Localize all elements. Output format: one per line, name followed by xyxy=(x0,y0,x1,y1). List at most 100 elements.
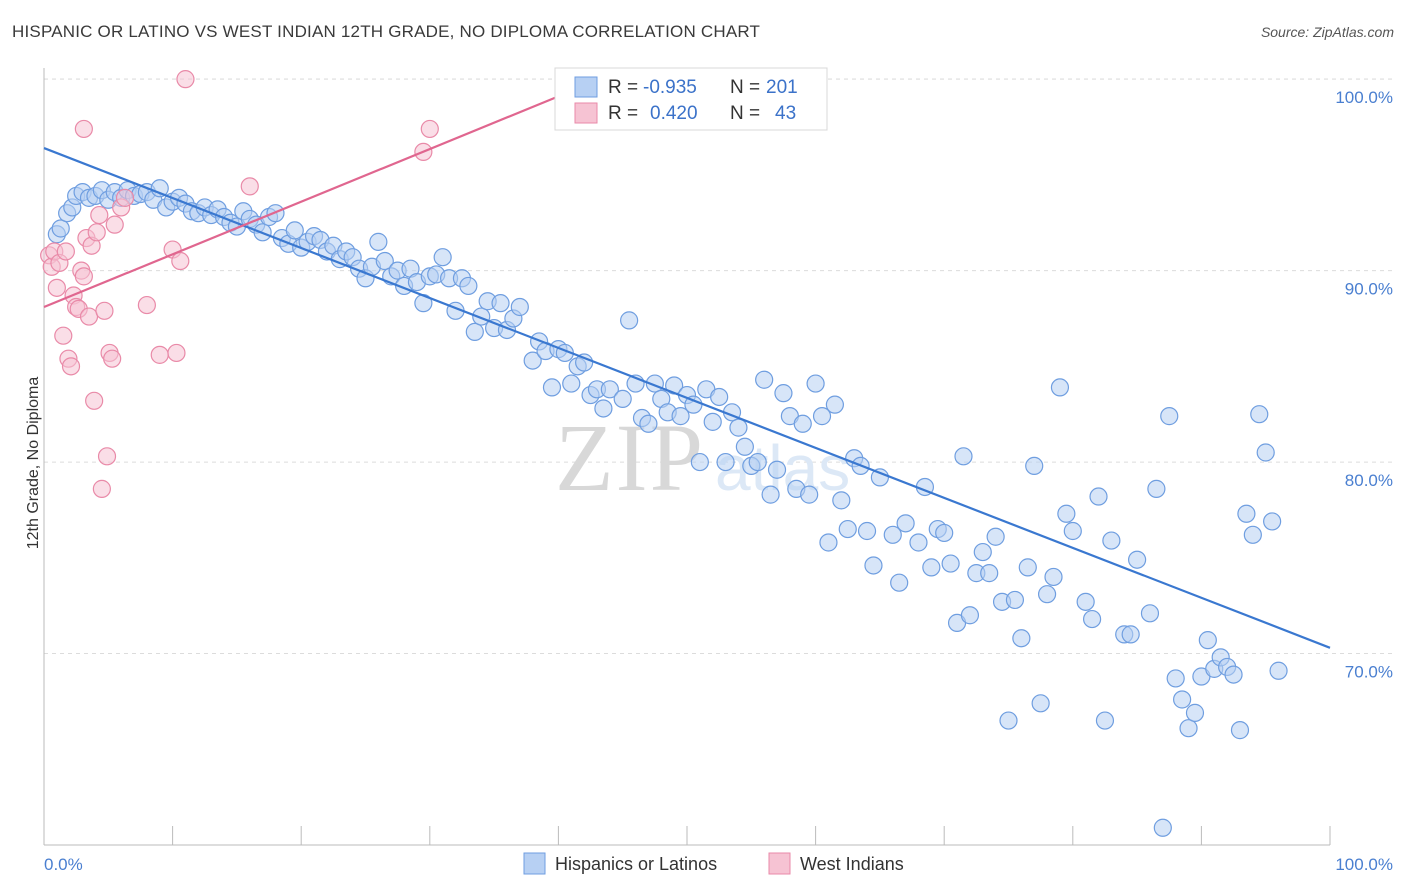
data-point-hispanic xyxy=(1063,521,1082,541)
data-point-hispanic xyxy=(523,351,542,370)
data-point-hispanic xyxy=(857,521,877,541)
data-point-westindian xyxy=(115,188,135,207)
data-point-hispanic xyxy=(1224,665,1243,684)
data-point-hispanic xyxy=(909,533,928,552)
data-point-hispanic xyxy=(999,711,1018,730)
data-point-westindian xyxy=(95,301,114,320)
data-point-hispanic xyxy=(1082,609,1102,629)
data-point-hispanic xyxy=(896,514,915,533)
y-tick-labels: 70.0% 80.0% 90.0% 100.0% xyxy=(1335,88,1393,681)
data-point-hispanic xyxy=(729,418,748,437)
data-point-hispanic xyxy=(1263,512,1282,531)
data-point-hispanic xyxy=(1147,479,1166,498)
data-point-hispanic xyxy=(1025,456,1044,476)
legend-n-value-2: 43 xyxy=(775,103,796,124)
data-point-hispanic xyxy=(594,399,613,418)
data-point-westindian xyxy=(85,391,104,410)
data-point-hispanic xyxy=(1173,690,1192,709)
data-point-hispanic xyxy=(1057,504,1076,523)
data-point-hispanic xyxy=(832,491,851,510)
data-point-westindian xyxy=(74,267,93,286)
data-point-westindian xyxy=(150,345,169,364)
data-point-hispanic xyxy=(1269,661,1288,680)
data-point-hispanic xyxy=(542,378,562,397)
trend-lines xyxy=(43,95,1331,649)
data-point-hispanic xyxy=(922,558,941,577)
data-point-hispanic xyxy=(1044,567,1063,587)
y-tick-label: 80.0% xyxy=(1345,471,1393,490)
data-point-hispanic xyxy=(639,414,658,433)
data-point-hispanic xyxy=(1166,669,1185,688)
data-point-hispanic xyxy=(690,452,709,472)
data-point-hispanic xyxy=(285,221,304,240)
data-point-hispanic xyxy=(767,460,787,479)
data-point-westindian xyxy=(105,215,124,234)
data-point-hispanic xyxy=(459,276,478,296)
bottom-legend-swatch-pink xyxy=(768,852,791,875)
data-point-hispanic xyxy=(369,232,388,251)
legend-box: R = -0.935 N = 201 R = 0.420 N = 43 xyxy=(554,67,828,131)
trend-line-hispanic xyxy=(43,147,1331,649)
data-point-hispanic xyxy=(1037,585,1057,604)
data-point-hispanic xyxy=(51,219,70,238)
data-point-westindian xyxy=(61,357,81,376)
data-point-hispanic xyxy=(1160,407,1179,426)
data-point-hispanic xyxy=(812,407,832,426)
y-tick-label: 90.0% xyxy=(1345,280,1393,299)
data-point-hispanic xyxy=(960,606,980,625)
data-point-hispanic xyxy=(793,414,812,433)
legend-r-label-2: R = xyxy=(608,103,638,124)
data-point-hispanic xyxy=(1102,531,1121,550)
x-tick-label-max: 100.0% xyxy=(1335,855,1393,874)
legend-r-value-1: -0.935 xyxy=(643,77,697,98)
data-point-westindian xyxy=(420,119,439,139)
data-point-hispanic xyxy=(1250,405,1269,424)
chart-title: HISPANIC OR LATINO VS WEST INDIAN 12TH G… xyxy=(12,22,761,41)
data-point-westindian xyxy=(92,479,111,498)
data-point-hispanic xyxy=(1256,443,1275,462)
data-point-westindian xyxy=(54,326,73,345)
data-point-hispanic xyxy=(1198,631,1217,650)
axes xyxy=(43,68,1331,846)
grid-lines xyxy=(44,78,1392,655)
data-point-hispanic xyxy=(890,573,909,592)
data-point-hispanic xyxy=(954,447,973,466)
data-point-hispanic xyxy=(973,542,992,562)
data-point-hispanic xyxy=(1179,719,1198,738)
data-point-hispanic xyxy=(825,395,844,414)
data-point-hispanic xyxy=(1076,592,1095,611)
data-point-westindian xyxy=(47,278,66,297)
data-point-westindian xyxy=(176,70,195,89)
y-tick-label: 70.0% xyxy=(1345,663,1393,682)
data-point-hispanic xyxy=(491,294,510,313)
legend-n-label-1: N = xyxy=(730,77,760,98)
x-tick-labels: 0.0% 100.0% xyxy=(44,855,1393,874)
data-point-westindian xyxy=(56,242,75,261)
data-point-hispanic xyxy=(1012,629,1031,648)
data-point-hispanic xyxy=(761,485,780,504)
bottom-legend-label-2: West Indians xyxy=(800,854,904,874)
data-point-westindian xyxy=(171,251,190,271)
legend-r-value-2: 0.420 xyxy=(650,103,698,124)
data-point-hispanic xyxy=(735,437,754,456)
data-point-hispanic xyxy=(562,374,581,393)
trend-line-westindian xyxy=(43,95,559,309)
series-hispanics-points xyxy=(47,179,1288,837)
data-point-hispanic xyxy=(1018,558,1037,577)
data-point-hispanic xyxy=(935,523,954,543)
data-point-hispanic xyxy=(980,564,999,583)
data-point-westindian xyxy=(79,307,99,326)
data-point-hispanic xyxy=(748,452,767,472)
data-point-hispanic xyxy=(433,248,452,267)
data-point-hispanic xyxy=(864,556,883,575)
data-point-hispanic xyxy=(1121,625,1140,644)
data-point-westindian xyxy=(74,119,93,139)
data-point-westindian xyxy=(103,349,122,368)
data-point-hispanic xyxy=(870,468,890,487)
data-point-hispanic xyxy=(1127,550,1147,569)
data-point-hispanic xyxy=(1050,378,1070,397)
data-point-hispanic xyxy=(986,527,1005,546)
data-point-hispanic xyxy=(755,370,774,389)
bottom-legend-label-1: Hispanics or Latinos xyxy=(555,854,717,874)
